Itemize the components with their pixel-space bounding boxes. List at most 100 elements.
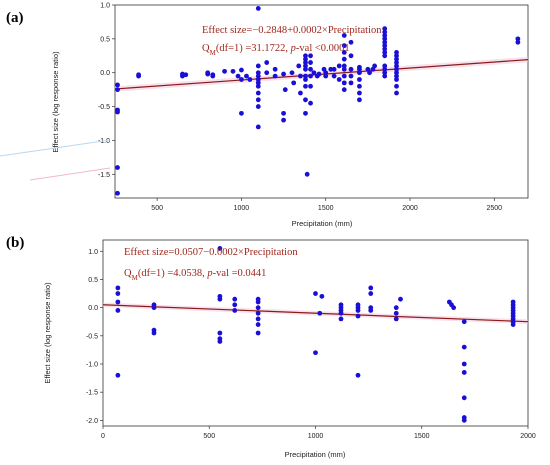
- data-point: [368, 291, 374, 296]
- data-point: [298, 73, 303, 79]
- plot-frame: [102, 239, 529, 427]
- data-point: [382, 39, 388, 45]
- data-point: [348, 66, 354, 72]
- data-point: [317, 310, 323, 316]
- data-point: [393, 310, 399, 316]
- data-point: [303, 63, 308, 69]
- x-tick-label: 1500: [414, 433, 430, 440]
- data-point: [341, 43, 347, 49]
- data-point: [115, 372, 121, 378]
- y-tick-label: 0.0: [100, 70, 110, 77]
- data-point: [255, 5, 261, 11]
- data-point: [461, 417, 467, 423]
- data-point: [308, 60, 313, 65]
- data-point: [281, 117, 286, 123]
- data-point: [355, 313, 361, 319]
- data-point: [115, 165, 120, 170]
- y-tick-label: 0.5: [88, 277, 98, 284]
- data-point: [255, 299, 261, 305]
- data-point: [115, 82, 120, 88]
- data-point: [264, 70, 270, 76]
- data-point: [303, 56, 308, 62]
- data-point: [255, 83, 261, 89]
- data-point: [255, 73, 261, 79]
- data-point: [398, 296, 403, 302]
- data-point: [115, 299, 121, 305]
- panel-a: (a) 500 1000 1500 2000 2500 1.0 0.5 0.0 -0.5 -1.0 -…: [6, 3, 529, 228]
- data-point: [136, 72, 142, 78]
- data-point: [255, 90, 261, 96]
- data-point: [115, 291, 121, 296]
- data-point: [367, 70, 372, 76]
- annotation-part: p: [206, 268, 212, 279]
- data-point: [382, 70, 388, 76]
- data-point: [217, 339, 223, 344]
- x-tick-label: 1000: [234, 205, 250, 212]
- data-point: [255, 322, 261, 327]
- data-point: [308, 100, 313, 106]
- annotation-part: (df=1) =4.0538,: [138, 268, 208, 279]
- y-axis-label: Effect size (log response ratio): [51, 51, 60, 153]
- data-point: [382, 63, 388, 69]
- annotation-part: -val <0.0001: [296, 43, 350, 54]
- data-point: [303, 97, 308, 103]
- data-point: [222, 68, 227, 74]
- data-point: [183, 72, 189, 78]
- data-point: [341, 66, 347, 72]
- data-point: [382, 53, 388, 59]
- data-point: [232, 302, 238, 308]
- data-point: [151, 330, 157, 336]
- data-point: [372, 63, 377, 69]
- data-point: [303, 83, 308, 89]
- data-point: [255, 104, 261, 109]
- data-point: [319, 293, 325, 299]
- data-point: [282, 87, 288, 93]
- y-tick-label: 1.0: [88, 249, 98, 256]
- artifact-line: [29, 167, 111, 181]
- x-tick-label: 2000: [402, 205, 418, 212]
- data-point: [304, 171, 310, 177]
- data-point: [341, 50, 347, 55]
- data-point: [210, 73, 216, 79]
- data-point: [303, 60, 308, 65]
- x-tick-label: 1000: [308, 433, 324, 440]
- data-point: [281, 71, 286, 77]
- y-tick-label: -1.5: [86, 390, 98, 397]
- data-point: [151, 305, 157, 311]
- data-point: [394, 50, 399, 55]
- data-point: [289, 70, 295, 76]
- data-point: [336, 77, 342, 82]
- data-point: [382, 73, 388, 79]
- data-point: [313, 291, 318, 296]
- data-point: [341, 33, 347, 38]
- data-point: [255, 63, 261, 69]
- regression-line: [114, 59, 529, 90]
- data-point: [239, 77, 244, 82]
- data-point: [394, 73, 399, 79]
- data-point: [515, 39, 521, 45]
- data-point: [308, 66, 313, 72]
- data-point: [382, 26, 388, 32]
- data-point: [217, 246, 223, 251]
- panel-label: (a): [6, 10, 24, 26]
- data-point: [331, 66, 337, 72]
- annotation-part: M: [132, 274, 139, 282]
- data-point: [232, 296, 238, 302]
- regression-equation: Effect size=−0.2848+0.0002×Precipitation: [202, 25, 382, 36]
- data-point: [461, 395, 467, 401]
- data-point: [303, 53, 308, 59]
- annotation-part: Q: [202, 43, 210, 54]
- data-point: [303, 77, 308, 82]
- data-point: [239, 67, 244, 73]
- data-point: [357, 66, 362, 72]
- data-point: [205, 70, 211, 76]
- data-point: [313, 350, 318, 356]
- y-tick-label: 0.5: [100, 36, 110, 43]
- data-point: [394, 66, 399, 72]
- data-point: [244, 73, 249, 79]
- data-point: [382, 33, 388, 38]
- data-point: [393, 316, 399, 322]
- heterogeneity-stat: QM(df=1) =31.1722, p-val <0.0001: [202, 43, 350, 57]
- data-point: [235, 73, 241, 79]
- data-point: [255, 316, 261, 322]
